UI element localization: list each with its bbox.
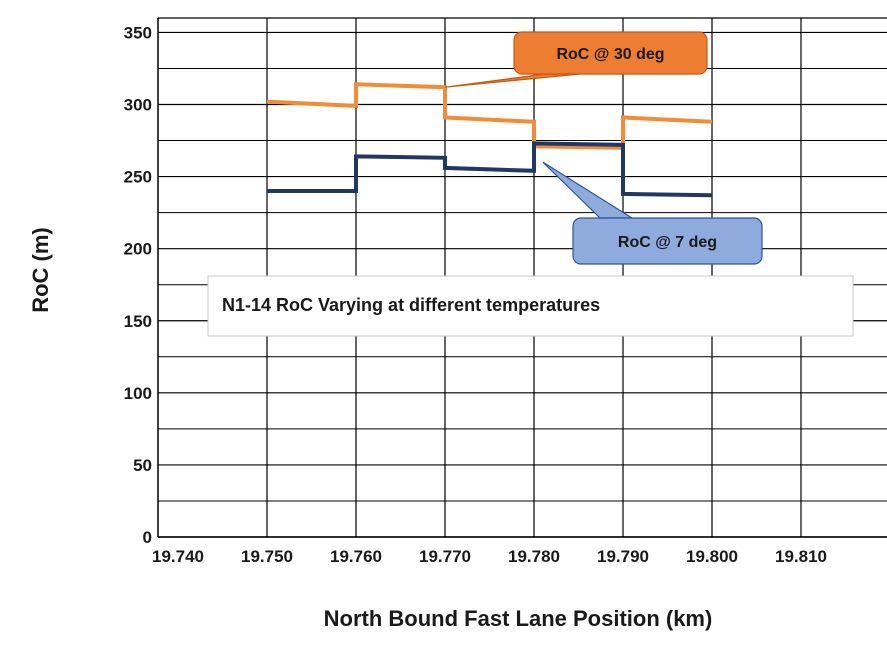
- series-line-roc-7-deg: [267, 141, 713, 198]
- y-axis-title: RoC (m): [28, 227, 53, 313]
- y-tick-label: 250: [124, 168, 152, 187]
- y-tick-label: 150: [124, 312, 152, 331]
- callout-box: [513, 31, 708, 75]
- series-line-roc-30-deg: [266, 82, 713, 150]
- x-tick-label: 19.810: [775, 547, 827, 566]
- x-tick-label: 19.740: [152, 547, 204, 566]
- chart-title: N1-14 RoC Varying at different temperatu…: [222, 295, 600, 315]
- chart-title-box: N1-14 RoC Varying at different temperatu…: [207, 275, 854, 337]
- x-tick-label: 19.770: [419, 547, 471, 566]
- y-tick-label: 0: [143, 528, 152, 547]
- callout-roc-30-deg: RoC @ 30 deg: [444, 31, 708, 88]
- x-tick-label: 19.780: [508, 547, 560, 566]
- x-tick-label: 19.760: [330, 547, 382, 566]
- callout-box: [572, 217, 763, 265]
- y-tick-label: 100: [124, 384, 152, 403]
- callout-label: RoC @ 7 deg: [618, 234, 717, 251]
- callout-pointer: [542, 161, 635, 219]
- x-tick-label: 19.750: [241, 547, 293, 566]
- y-tick-label: 200: [124, 240, 152, 259]
- x-tick-label: 19.800: [686, 547, 738, 566]
- x-tick-label: 19.790: [597, 547, 649, 566]
- x-axis-title: North Bound Fast Lane Position (km): [324, 606, 713, 631]
- y-tick-label: 300: [124, 96, 152, 115]
- callout-pointer: [444, 73, 581, 88]
- y-tick-label: 350: [124, 23, 152, 42]
- callout-roc-7-deg: RoC @ 7 deg: [542, 161, 763, 265]
- y-tick-label: 50: [133, 456, 152, 475]
- callout-label: RoC @ 30 deg: [556, 46, 664, 63]
